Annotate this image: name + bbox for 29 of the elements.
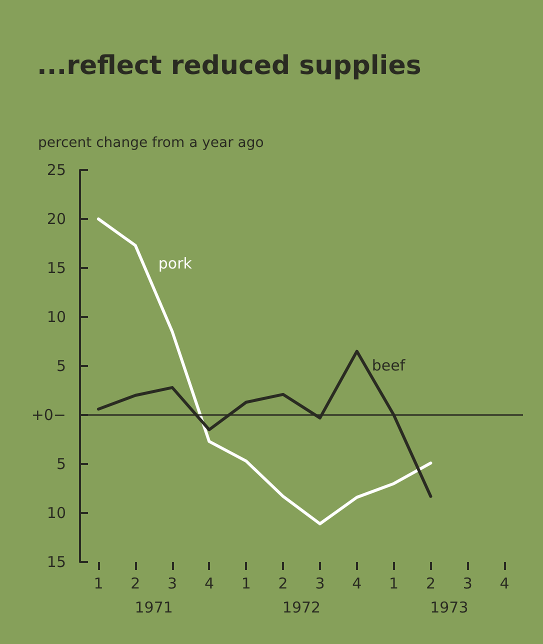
y-tick-label: 5 <box>56 455 66 473</box>
y-tick-label: 15 <box>46 553 66 571</box>
x-tick-label: 2 <box>130 574 140 592</box>
y-tick-label: 5 <box>56 357 66 375</box>
y-tick-label: 15 <box>46 259 66 277</box>
x-tick-label: 2 <box>426 574 436 592</box>
text: 1972 <box>282 598 321 616</box>
y-tick-label: 20 <box>46 210 66 228</box>
x-tick-label: 4 <box>352 574 362 592</box>
series-label: beef <box>372 356 406 374</box>
x-tick-label: 4 <box>204 574 214 592</box>
x-tick-label: 1 <box>94 574 104 592</box>
y-axis-title: percent change from a year ago <box>38 135 264 151</box>
y-tick-label: +0− <box>31 406 66 424</box>
text: 1973 <box>430 598 468 616</box>
x-tick-label: 4 <box>500 574 510 592</box>
x-tick-label: 1 <box>389 574 399 592</box>
x-tick-label: 3 <box>168 574 178 592</box>
y-tick-label: 10 <box>46 504 66 522</box>
text: 1971 <box>134 598 173 616</box>
x-tick-label: 2 <box>278 574 288 592</box>
y-tick-label: 10 <box>46 308 66 326</box>
x-tick-label: 3 <box>315 574 325 592</box>
chart-title: ...reflect reduced supplies <box>37 51 422 81</box>
y-tick-label: 25 <box>46 161 66 179</box>
line-series <box>96 218 432 526</box>
x-tick-label: 3 <box>462 574 472 592</box>
series-label: pork <box>158 254 192 272</box>
x-tick-label: 1 <box>241 574 251 592</box>
